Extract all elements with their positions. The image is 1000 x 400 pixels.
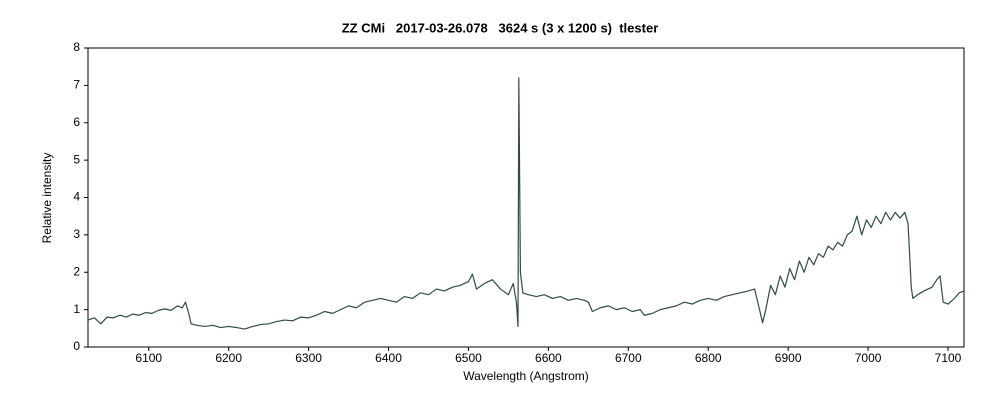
y-tick-label: 2 (73, 264, 80, 278)
y-tick-label: 1 (73, 302, 80, 316)
x-tick-label: 6700 (615, 351, 642, 365)
x-tick-label: 6400 (375, 351, 402, 365)
y-tick-label: 6 (73, 115, 80, 129)
y-tick-label: 3 (73, 227, 80, 241)
x-tick-label: 6800 (695, 351, 722, 365)
chart-title: ZZ CMi 2017-03-26.078 3624 s (3 x 1200 s… (342, 20, 659, 35)
y-tick-label: 7 (73, 78, 80, 92)
x-tick-label: 6100 (135, 351, 162, 365)
x-tick-label: 6900 (775, 351, 802, 365)
y-tick-label: 0 (73, 339, 80, 353)
x-tick-label: 7000 (855, 351, 882, 365)
y-tick-label: 4 (73, 190, 80, 204)
x-tick-label: 6600 (535, 351, 562, 365)
y-tick-label: 8 (73, 40, 80, 54)
x-tick-label: 6500 (455, 351, 482, 365)
y-tick-label: 5 (73, 152, 80, 166)
x-tick-label: 6200 (215, 351, 242, 365)
x-axis-label: Wavelength (Angstrom) (463, 369, 589, 383)
plot-frame (87, 47, 965, 348)
spectrum-line (87, 77, 965, 330)
x-tick-label: 6300 (295, 351, 322, 365)
y-axis-label: Relative intensity (40, 153, 54, 244)
x-tick-label: 7100 (935, 351, 962, 365)
